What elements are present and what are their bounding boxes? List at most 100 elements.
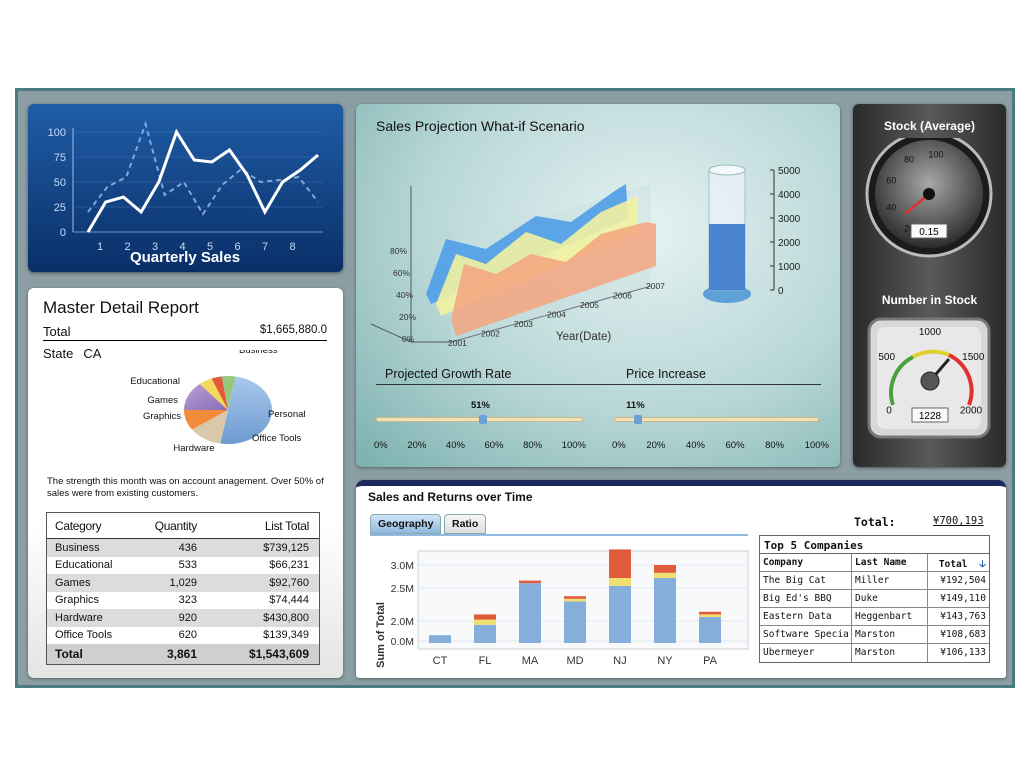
growth-rate-slider[interactable]: 51% xyxy=(376,400,583,424)
price-increase-value: 11% xyxy=(626,400,645,411)
category-cell: Educational xyxy=(55,559,113,572)
solid-series-line xyxy=(86,128,319,233)
category-table-header: Category Quantity List Total xyxy=(47,513,319,539)
cylinder-tick: 2000 xyxy=(778,238,801,249)
avg-gauge-tick: 100 xyxy=(928,150,943,160)
num-gauge-tick: 1500 xyxy=(962,352,985,363)
number-in-stock-gauge: 0 500 1000 1500 2000 1228 xyxy=(867,317,991,439)
pie-slice[interactable] xyxy=(211,376,228,410)
bar-segment[interactable] xyxy=(429,635,451,643)
returns-total-value[interactable]: ¥700,193 xyxy=(933,515,984,527)
category-cell: 436 xyxy=(178,541,197,554)
pie-slice[interactable] xyxy=(220,376,272,444)
sales-returns-title: Sales and Returns over Time xyxy=(368,490,533,504)
growth-rate-label: Projected Growth Rate xyxy=(385,367,512,381)
total-cell-list-total: $1,543,609 xyxy=(248,647,309,661)
top5-cell: Marston xyxy=(852,644,928,662)
slider-tick-label: 100% xyxy=(804,440,829,451)
bar-x-tick: FL xyxy=(479,655,492,667)
category-cell: Hardware xyxy=(55,611,103,624)
top5-title: Top 5 Companies xyxy=(760,536,989,554)
price-increase-label: Price Increase xyxy=(626,367,706,381)
pie-slice[interactable] xyxy=(221,376,236,410)
master-detail-title: Master Detail Report xyxy=(43,298,199,317)
stock-panel: Stock (Average) 20 40 60 80 100 0.15 Number … xyxy=(853,104,1006,467)
bar-y-tick: 2.5M xyxy=(391,583,414,595)
cylinder-tick: 3000 xyxy=(778,214,801,225)
top5-header-last-name[interactable]: Last Name xyxy=(852,554,928,571)
top5-cell: Ubermeyer xyxy=(760,644,852,662)
bar-segment[interactable] xyxy=(564,601,586,643)
growth-slider-ticks: 0% 20% 40% 60% 80% 100% xyxy=(374,440,586,451)
bar-segment[interactable] xyxy=(609,578,631,586)
cylinder-tick: 0 xyxy=(778,286,784,297)
bar-segment[interactable] xyxy=(564,598,586,602)
bar-segment[interactable] xyxy=(699,614,721,617)
bar-segment[interactable] xyxy=(474,619,496,625)
price-increase-slider[interactable]: 11% xyxy=(614,400,819,424)
cylinder-tick: 4000 xyxy=(778,190,801,201)
bar-segment[interactable] xyxy=(474,614,496,620)
pie-label: Business xyxy=(239,350,278,356)
top5-cell: Software Specia xyxy=(760,626,852,643)
bar-segment[interactable] xyxy=(519,580,541,584)
bar-x-tick: NJ xyxy=(613,655,626,667)
projection-y-tick: 20% xyxy=(399,312,416,322)
projection-y-tick: 60% xyxy=(393,268,410,278)
slider-tick-label: 40% xyxy=(685,440,705,451)
quarterly-sales-panel: 100 75 50 25 0 1 2 3 4 5 6 7 8 Quarterly Sales xyxy=(28,104,343,272)
top5-cell: Marston xyxy=(852,626,928,643)
bar-segment[interactable] xyxy=(654,578,676,643)
pie-slice[interactable] xyxy=(191,410,228,444)
bar-segment[interactable] xyxy=(564,596,586,599)
tab-ratio[interactable]: Ratio xyxy=(444,514,487,534)
category-cell: 1,029 xyxy=(169,576,197,589)
growth-rate-slider-thumb[interactable] xyxy=(478,415,487,424)
projection-x-tick: 2003 xyxy=(514,319,533,329)
num-gauge-tick: 500 xyxy=(878,352,895,363)
top5-header-total[interactable]: Total 🡣 xyxy=(938,559,986,570)
category-row: Games 1,029 $92,760 xyxy=(47,574,319,592)
category-row: Graphics 323 $74,444 xyxy=(47,591,319,609)
projection-y-tick: 80% xyxy=(390,246,407,256)
category-cell: 323 xyxy=(178,594,197,607)
pie-slice[interactable] xyxy=(184,410,228,430)
tab-geography[interactable]: Geography xyxy=(370,514,442,534)
category-cell: Graphics xyxy=(55,594,100,607)
projection-series-front xyxy=(451,222,656,336)
bar-segment[interactable] xyxy=(699,617,721,643)
projection-x-tick: 2007 xyxy=(646,281,665,291)
pie-label: Hardware xyxy=(173,443,214,454)
slider-tick-label: 0% xyxy=(612,440,626,451)
projection-x-tick: 2004 xyxy=(547,310,566,320)
top5-header-company[interactable]: Company xyxy=(760,554,852,571)
bar-segment[interactable] xyxy=(609,585,631,643)
bar-segment[interactable] xyxy=(699,611,721,615)
top5-row: Eastern Data Heggenbart ¥143,763 xyxy=(760,608,989,626)
bar-segment[interactable] xyxy=(654,572,676,578)
top5-cell: ¥149,110 xyxy=(940,593,986,604)
top5-cell: ¥192,504 xyxy=(940,575,986,586)
num-gauge-tick: 2000 xyxy=(960,406,983,417)
pie-label: Educational xyxy=(130,376,180,387)
growth-rate-value: 51% xyxy=(470,400,490,411)
sales-projection-panel: Sales Projection What-if Scenario 80% 60%… xyxy=(356,104,840,467)
category-total-row: Total 3,861 $1,543,609 xyxy=(47,644,319,664)
bar-segment[interactable] xyxy=(609,549,631,578)
bar-segment[interactable] xyxy=(519,583,541,643)
total-cell-quantity: 3,861 xyxy=(166,647,197,661)
state-row: State CA xyxy=(43,346,327,361)
pie-slice[interactable] xyxy=(184,383,228,410)
sales-returns-bar-chart: Sum of Total 3.0M 2.5M 2.0M 0.0M CT FL MA MD NJ… xyxy=(375,549,749,668)
price-increase-slider-thumb[interactable] xyxy=(633,415,642,424)
returns-total-label: Total: xyxy=(854,515,896,529)
category-cell: $66,231 xyxy=(269,559,309,572)
price-slider-ticks: 0% 20% 40% 60% 80% 100% xyxy=(612,440,829,451)
num-gauge-tick: 0 xyxy=(886,406,892,417)
bar-segment[interactable] xyxy=(474,624,496,643)
pie-slice[interactable] xyxy=(199,378,228,410)
x-tick-label: 4 xyxy=(179,241,185,253)
x-tick-label: 6 xyxy=(234,241,240,253)
projection-y-tick: 0% xyxy=(402,334,415,344)
bar-segment[interactable] xyxy=(654,565,676,573)
